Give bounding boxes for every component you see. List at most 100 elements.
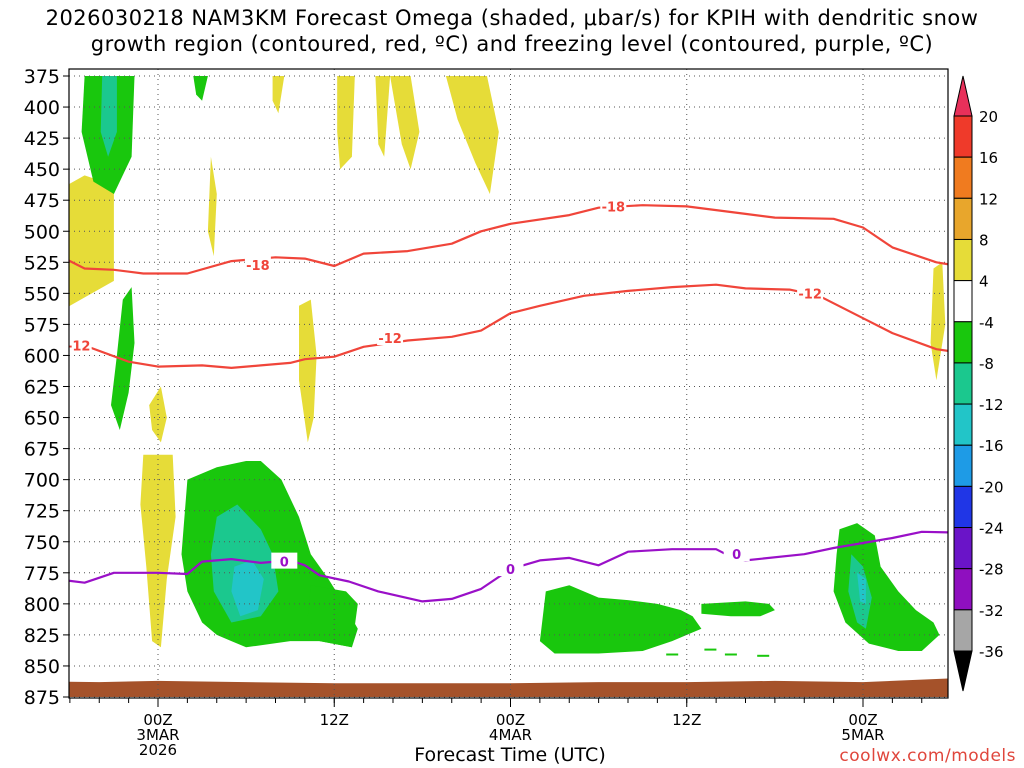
colorbar-box-11 bbox=[953, 527, 973, 570]
contour-label-bg-0-1 bbox=[244, 255, 271, 272]
omega-region-10 bbox=[930, 262, 946, 381]
omega-speckle-3 bbox=[757, 654, 770, 657]
omega-region-0 bbox=[69, 175, 114, 307]
credit-link[interactable]: coolwx.com/models bbox=[839, 746, 1016, 766]
omega-region-17 bbox=[539, 585, 702, 654]
y-tick-label-675: 675 bbox=[24, 439, 60, 461]
x-tick-label-12-1: 4MAR bbox=[489, 726, 532, 744]
y-tick-label-475: 475 bbox=[24, 190, 60, 212]
colorbar-box-12 bbox=[953, 568, 973, 611]
colorbar-box-10 bbox=[953, 485, 973, 529]
y-tick-label-400: 400 bbox=[24, 97, 60, 119]
y-tick-label-825: 825 bbox=[24, 625, 60, 647]
colorbar-box-1 bbox=[953, 115, 973, 158]
x-tick-label-24-0: 00Z bbox=[848, 711, 877, 729]
y-tick-label-750: 750 bbox=[24, 532, 60, 554]
terrain-strip bbox=[69, 678, 948, 697]
x-tick-label-18-0: 12Z bbox=[672, 711, 701, 729]
x-tick-label-0-0: 00Z bbox=[143, 711, 172, 729]
omega-region-9 bbox=[140, 454, 176, 648]
colorbar-label-8: -16 bbox=[979, 437, 1004, 455]
contour-0 bbox=[69, 204, 948, 275]
chart-title-line2: growth region (contoured, red, ºC) and f… bbox=[90, 32, 934, 56]
colorbar-box-9 bbox=[953, 444, 973, 487]
contour-label-bg-2-0 bbox=[271, 552, 298, 569]
omega-speckle-2 bbox=[724, 653, 737, 656]
omega-region-24 bbox=[231, 560, 264, 617]
x-axis-label: Forecast Time (UTC) bbox=[414, 744, 606, 766]
omega-speckle-0 bbox=[666, 653, 679, 656]
axes: 375 400 425 450 475 500 525 550 575 600 625 650 675 7… bbox=[24, 66, 949, 759]
contour-label-bg-2-1 bbox=[497, 560, 524, 577]
y-tick-label-625: 625 bbox=[24, 377, 60, 399]
contour-label-bg-0-0 bbox=[600, 197, 627, 214]
omega-region-8 bbox=[299, 299, 317, 443]
colorbar-box-7 bbox=[953, 362, 973, 405]
omega-region-2 bbox=[207, 156, 217, 257]
colorbar-box-8 bbox=[953, 403, 973, 446]
colorbar: 20 16 12 8 4 -4 -8 -12 -16 -20 -24 -28 -32 -36 bbox=[953, 75, 1004, 692]
colorbar-label-0: 20 bbox=[979, 108, 998, 126]
chart-title-line1: 2026030218 NAM3KM Forecast Omega (shaded… bbox=[45, 6, 979, 30]
omega-region-25 bbox=[857, 572, 866, 604]
contour-label-bg-2-2 bbox=[723, 545, 750, 562]
colorbar-box-4 bbox=[953, 238, 973, 282]
colorbar-label-1: 16 bbox=[979, 149, 998, 167]
omega-shading bbox=[69, 76, 1024, 697]
contour-label-1-2: -12 bbox=[798, 287, 822, 302]
y-tick-label-725: 725 bbox=[24, 501, 60, 523]
y-tick-label-850: 850 bbox=[24, 656, 60, 678]
y-tick-label-525: 525 bbox=[24, 252, 60, 274]
contour-label-1-1: -12 bbox=[378, 332, 402, 347]
colorbar-box-13 bbox=[953, 609, 973, 652]
y-tick-label-600: 600 bbox=[24, 345, 60, 367]
colorbar-label-10: -24 bbox=[979, 520, 1004, 538]
omega-region-5 bbox=[375, 76, 391, 157]
omega-region-4 bbox=[337, 76, 355, 170]
y-tick-label-700: 700 bbox=[24, 470, 60, 492]
colorbar-label-5: -4 bbox=[979, 314, 994, 332]
y-tick-label-375: 375 bbox=[24, 66, 60, 88]
colorbar-label-13: -36 bbox=[979, 643, 1004, 661]
plot-frame bbox=[68, 68, 949, 699]
omega-region-7 bbox=[445, 76, 499, 194]
contours: -18 -18 -12 -12 -12 0 0 0 bbox=[67, 197, 948, 603]
y-tick-label-550: 550 bbox=[24, 283, 60, 305]
x-tick-label-12-0: 00Z bbox=[496, 711, 525, 729]
colorbar-label-3: 8 bbox=[979, 231, 989, 249]
contour-label-bg-1-0 bbox=[69, 336, 92, 353]
y-tick-label-500: 500 bbox=[24, 221, 60, 243]
contour-label-2-1: 0 bbox=[506, 563, 515, 578]
omega-region-16 bbox=[307, 585, 358, 648]
omega-region-20 bbox=[1016, 374, 1024, 604]
contour-label-bg-1-1 bbox=[377, 329, 404, 346]
contour-label-1-0: -12 bbox=[67, 340, 91, 355]
y-tick-label-425: 425 bbox=[24, 128, 60, 150]
omega-speckle-1 bbox=[704, 648, 717, 651]
colorbar-box-6 bbox=[953, 321, 973, 364]
colorbar-label-12: -32 bbox=[979, 602, 1004, 620]
colorbar-box-2 bbox=[953, 156, 973, 199]
x-tick-label-6-0: 12Z bbox=[320, 711, 349, 729]
colorbar-top-arrow bbox=[953, 75, 973, 117]
y-tick-label-450: 450 bbox=[24, 159, 60, 181]
x-tick-label-0-2: 2026 bbox=[139, 741, 177, 759]
contour-2 bbox=[69, 530, 948, 603]
y-tick-label-650: 650 bbox=[24, 408, 60, 430]
colorbar-box-5 bbox=[953, 280, 973, 323]
y-tick-label-575: 575 bbox=[24, 314, 60, 336]
omega-region-18 bbox=[701, 601, 775, 617]
omega-region-3 bbox=[272, 76, 285, 114]
contour-label-2-2: 0 bbox=[732, 548, 741, 563]
omega-region-13 bbox=[193, 76, 208, 101]
x-tick-label-24-1: 5MAR bbox=[841, 726, 884, 744]
colorbar-label-9: -20 bbox=[979, 478, 1004, 496]
omega-region-6 bbox=[390, 76, 420, 170]
contour-label-bg-1-2 bbox=[797, 284, 824, 301]
y-tick-label-775: 775 bbox=[24, 563, 60, 585]
colorbar-box-3 bbox=[953, 197, 973, 240]
omega-region-21 bbox=[100, 76, 117, 157]
contour-label-0-0: -18 bbox=[602, 200, 626, 215]
contour-label-2-0: 0 bbox=[280, 556, 289, 571]
